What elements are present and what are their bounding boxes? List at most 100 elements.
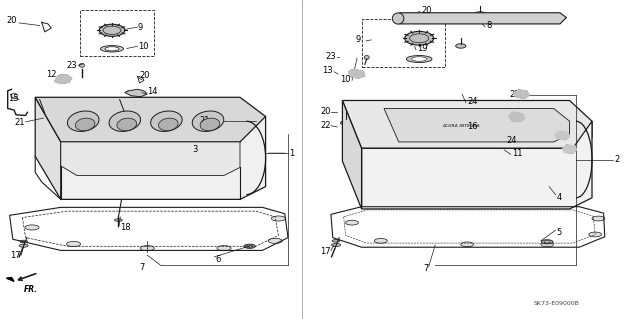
Ellipse shape [412,57,427,61]
Ellipse shape [344,111,356,115]
Ellipse shape [79,63,84,67]
Ellipse shape [119,113,131,118]
Ellipse shape [223,117,237,122]
Ellipse shape [558,128,568,132]
Ellipse shape [475,12,485,15]
Ellipse shape [343,126,355,130]
Ellipse shape [19,244,28,247]
Ellipse shape [592,216,605,221]
Polygon shape [362,121,592,209]
Ellipse shape [67,111,99,131]
Ellipse shape [121,113,135,117]
Ellipse shape [332,243,340,247]
Ellipse shape [67,114,81,119]
Ellipse shape [461,242,474,247]
Text: 4: 4 [557,193,562,202]
Polygon shape [509,112,525,122]
Ellipse shape [117,118,136,131]
Ellipse shape [109,111,141,131]
Ellipse shape [76,118,95,131]
Text: 23: 23 [325,52,336,61]
Text: 24: 24 [467,97,477,106]
Text: 21: 21 [14,118,24,127]
Text: 9: 9 [356,35,361,44]
Polygon shape [61,116,266,199]
Ellipse shape [364,56,369,59]
Bar [362,19,445,67]
Polygon shape [6,278,14,281]
Ellipse shape [115,219,122,221]
Ellipse shape [268,238,282,243]
Text: 7: 7 [140,263,145,271]
Text: SK73-E09000B: SK73-E09000B [534,301,580,306]
Ellipse shape [200,118,220,131]
Ellipse shape [11,93,17,98]
Text: 6: 6 [216,255,221,263]
Text: 2: 2 [614,155,620,164]
Ellipse shape [346,220,358,225]
Ellipse shape [534,114,547,119]
Text: 24: 24 [507,136,517,145]
Ellipse shape [392,13,404,24]
Text: 20: 20 [421,6,431,15]
Text: 10: 10 [340,75,351,84]
Text: 20: 20 [320,107,330,115]
Text: 12: 12 [46,70,56,78]
Polygon shape [35,97,61,199]
Text: 17: 17 [10,251,20,260]
Ellipse shape [99,24,125,36]
Ellipse shape [105,47,119,51]
Text: 20: 20 [6,16,17,25]
Polygon shape [394,13,566,24]
Ellipse shape [332,240,340,242]
Ellipse shape [406,56,432,63]
Ellipse shape [271,216,285,221]
Ellipse shape [38,108,52,113]
Polygon shape [54,75,72,84]
Text: 8: 8 [486,21,492,30]
Polygon shape [555,131,570,140]
Text: ACURA INTEGRA: ACURA INTEGRA [442,124,479,128]
Polygon shape [514,90,529,98]
Ellipse shape [405,31,434,45]
Ellipse shape [25,225,39,230]
Ellipse shape [140,246,154,251]
Text: FR.: FR. [24,285,38,293]
Ellipse shape [100,46,124,52]
Ellipse shape [346,127,352,130]
Text: 13: 13 [323,66,333,75]
Ellipse shape [192,111,224,131]
Text: 5: 5 [557,228,562,237]
Ellipse shape [456,44,466,48]
Polygon shape [349,70,365,78]
Ellipse shape [374,239,387,243]
Ellipse shape [429,113,442,117]
Text: 19: 19 [417,44,428,53]
Text: 7: 7 [424,264,429,273]
Text: 9: 9 [138,23,143,32]
Polygon shape [563,145,577,153]
Text: 20: 20 [140,71,150,80]
Text: 22: 22 [320,121,330,130]
Ellipse shape [67,241,81,247]
Ellipse shape [150,111,182,131]
Text: 1: 1 [289,149,294,158]
Text: 17: 17 [320,247,331,256]
Text: 23: 23 [66,61,77,70]
Polygon shape [61,142,240,175]
Text: 11: 11 [512,149,522,158]
Ellipse shape [589,232,602,237]
Bar [80,10,154,56]
Ellipse shape [541,240,553,244]
Text: 14: 14 [147,87,157,96]
Polygon shape [35,97,266,142]
Polygon shape [384,108,570,142]
Ellipse shape [39,113,51,118]
Text: 3: 3 [192,145,197,154]
Ellipse shape [159,118,178,131]
Ellipse shape [352,116,365,121]
Polygon shape [342,100,362,209]
Text: 16: 16 [467,122,478,131]
Ellipse shape [20,240,28,243]
Text: 18: 18 [120,223,131,232]
